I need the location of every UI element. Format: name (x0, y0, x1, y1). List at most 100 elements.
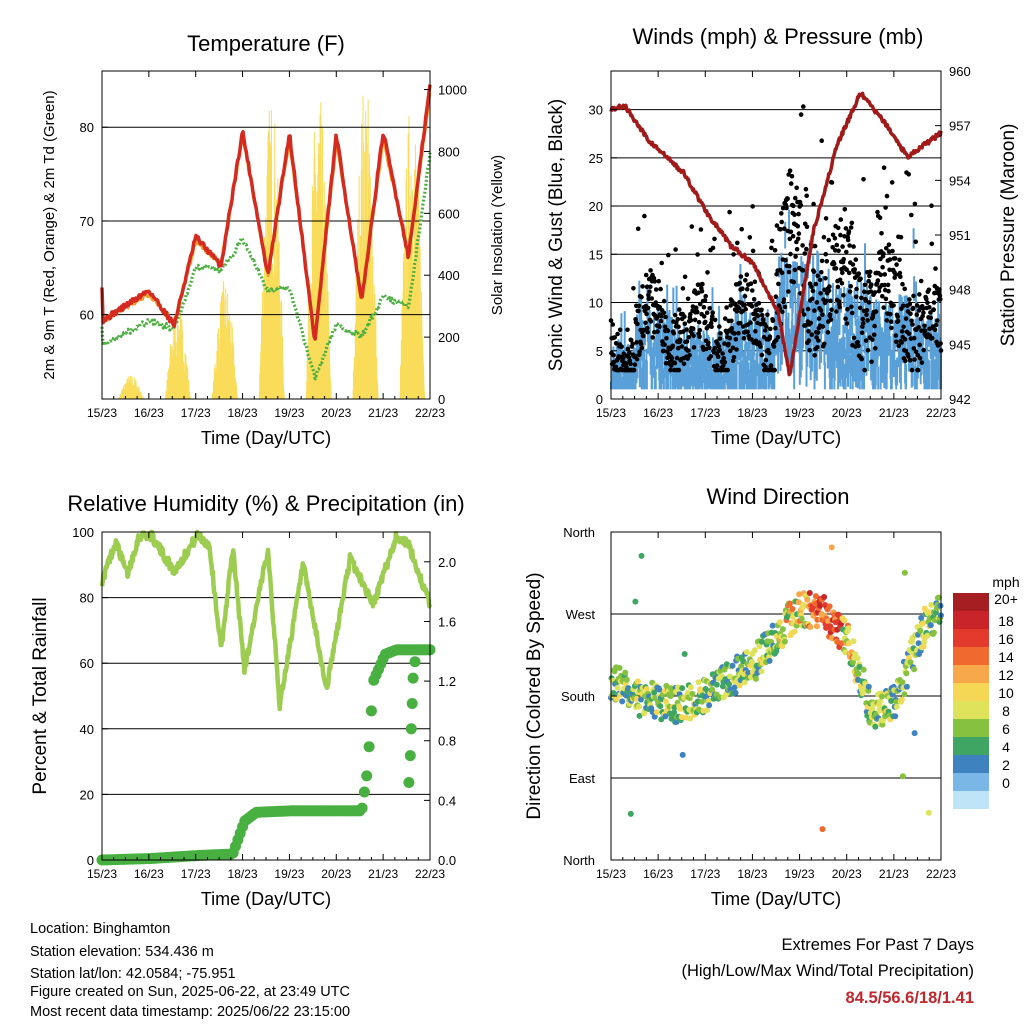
gust-point (655, 329, 660, 334)
y-right-tick-label: 400 (438, 268, 460, 283)
gust-point (717, 324, 722, 329)
direction-point (687, 715, 694, 722)
gust-point (744, 286, 750, 292)
gust-point (853, 294, 859, 300)
gust-point (639, 294, 644, 300)
gust-point (907, 357, 913, 363)
gust-point (741, 336, 747, 341)
y-axis-label: 2m & 9m T (Red, Orange) & 2m Td (Green) (41, 90, 58, 379)
gust-point (854, 286, 859, 292)
gust-point (744, 272, 750, 278)
direction-point (911, 730, 918, 737)
direction-point (671, 709, 678, 716)
gust-point (674, 355, 680, 361)
gust-point (611, 352, 616, 358)
gust-point (712, 317, 718, 323)
gust-point (731, 252, 736, 257)
y-right-tick-label: 954 (949, 173, 971, 188)
gust-point (903, 316, 909, 321)
gust-point (695, 309, 700, 315)
x-tick-label: 22/23 (926, 406, 956, 420)
gust-point (648, 319, 654, 324)
gust-point (824, 259, 830, 264)
colorbar-label: 0 (1002, 775, 1010, 791)
gust-point (903, 358, 908, 364)
gust-point (747, 235, 753, 240)
y-tick-label: 60 (80, 656, 94, 671)
location-text: Location: Binghamton (30, 921, 171, 937)
gust-point (863, 298, 868, 303)
direction-point (877, 698, 883, 705)
gust-point (875, 209, 880, 215)
gust-point (934, 339, 939, 345)
direction-point (731, 684, 738, 691)
gust-point (783, 257, 788, 263)
gust-point (931, 307, 936, 312)
humidity-precip-panel: 0 20 40 60 80 100 0.0 0.4 0.8 1.2 1.6 2.0 15/23 16/23… (30, 491, 465, 909)
gust-point (675, 345, 681, 351)
gust-point (837, 304, 842, 310)
gust-point (821, 234, 827, 240)
gust-point (673, 247, 678, 252)
gust-point (658, 318, 664, 324)
panel-title: Temperature (F) (187, 31, 345, 56)
x-tick-label: 17/23 (181, 867, 211, 881)
direction-point (766, 657, 773, 664)
gust-point (697, 334, 702, 340)
direction-point (819, 826, 826, 833)
x-tick-label: 18/23 (737, 867, 767, 881)
gust-point (809, 296, 815, 302)
y-tick-label: 80 (80, 591, 94, 606)
x-tick-label: 19/23 (274, 406, 304, 420)
gust-point (859, 330, 865, 336)
gust-point (661, 298, 667, 304)
solar-insolation-spikes (212, 280, 238, 400)
gust-point (828, 298, 833, 304)
direction-point (795, 599, 802, 606)
gust-point (894, 262, 899, 267)
gust-point (773, 325, 778, 331)
direction-point (915, 640, 922, 647)
direction-point (919, 620, 926, 627)
gust-point (684, 327, 689, 332)
y-axis-label: Direction (Colored By Speed) (524, 572, 545, 819)
gust-point (804, 193, 809, 199)
x-tick-label: 20/23 (832, 867, 862, 881)
gust-point (865, 348, 871, 353)
gust-point (756, 300, 762, 306)
direction-point (677, 705, 684, 712)
gust-point (849, 220, 855, 226)
gust-point (808, 320, 813, 326)
extremes-subtitle: (High/Low/Max Wind/Total Precipitation) (681, 962, 974, 980)
gust-point (641, 333, 646, 339)
y-tick-label: North (563, 525, 595, 540)
direction-point (911, 666, 918, 673)
x-tick-label: 16/23 (643, 867, 673, 881)
gust-point (788, 181, 794, 186)
y-tick-label: 20 (80, 787, 94, 802)
gust-point (643, 320, 648, 326)
gust-point (750, 248, 756, 254)
x-tick-label: 15/23 (596, 406, 626, 420)
gust-point (734, 347, 739, 352)
direction-point (729, 662, 736, 669)
direction-point (838, 640, 845, 647)
gust-point (787, 263, 792, 269)
gust-point (810, 288, 816, 294)
gust-point (648, 268, 653, 273)
gust-point (650, 335, 656, 340)
gust-point (863, 338, 869, 343)
gust-point (715, 354, 721, 360)
gust-point (702, 298, 708, 303)
extremes-title: Extremes For Past 7 Days (781, 936, 974, 954)
direction-point (610, 690, 617, 696)
direction-point (807, 624, 814, 630)
direction-point (743, 649, 750, 656)
y-right-tick-label: 1.2 (438, 674, 456, 689)
direction-point (825, 618, 832, 625)
gust-point (664, 336, 669, 341)
gust-point (787, 168, 793, 173)
gust-point (682, 321, 688, 327)
gust-point (631, 367, 637, 373)
direction-point (841, 617, 848, 624)
